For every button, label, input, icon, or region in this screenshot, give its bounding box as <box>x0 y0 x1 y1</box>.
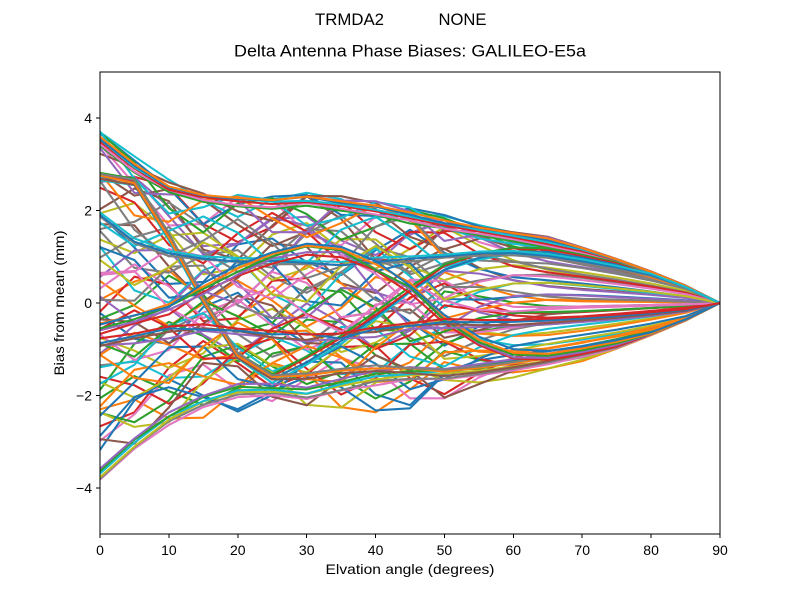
svg-text:2: 2 <box>84 203 92 219</box>
svg-text:40: 40 <box>368 542 384 558</box>
svg-text:10: 10 <box>161 542 177 558</box>
svg-text:0: 0 <box>84 295 92 311</box>
svg-text:−4: −4 <box>76 480 92 496</box>
svg-text:Bias from mean (mm): Bias from mean (mm) <box>51 231 67 376</box>
svg-text:Delta Antenna Phase Biases: GA: Delta Antenna Phase Biases: GALILEO-E5a <box>234 43 587 61</box>
svg-text:20: 20 <box>230 542 246 558</box>
svg-text:60: 60 <box>506 542 522 558</box>
svg-text:70: 70 <box>574 542 590 558</box>
svg-text:30: 30 <box>299 542 315 558</box>
svg-text:4: 4 <box>84 110 92 126</box>
svg-text:80: 80 <box>643 542 659 558</box>
svg-text:50: 50 <box>437 542 453 558</box>
svg-text:Elvation angle (degrees): Elvation angle (degrees) <box>326 561 495 577</box>
svg-text:−2: −2 <box>76 388 92 404</box>
svg-text:0: 0 <box>96 542 104 558</box>
svg-text:NONE: NONE <box>439 11 487 29</box>
svg-text:90: 90 <box>712 542 728 558</box>
svg-text:TRMDA2: TRMDA2 <box>315 11 384 29</box>
